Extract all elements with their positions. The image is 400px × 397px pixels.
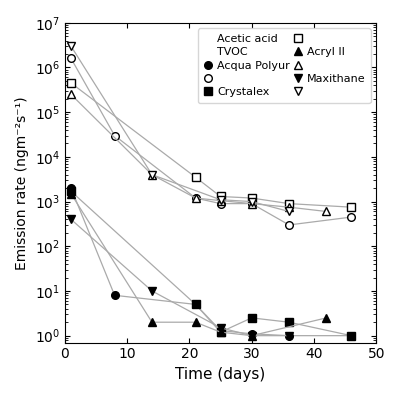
X-axis label: Time (days): Time (days) <box>175 367 266 382</box>
Legend: Acetic acid, TVOC, Acqua Polyur, , Crystalex, , Acryl II, , Maxithane, : Acetic acid, TVOC, Acqua Polyur, , Cryst… <box>198 28 371 103</box>
Y-axis label: Emission rate (ngm⁻²s⁻¹): Emission rate (ngm⁻²s⁻¹) <box>15 96 29 270</box>
